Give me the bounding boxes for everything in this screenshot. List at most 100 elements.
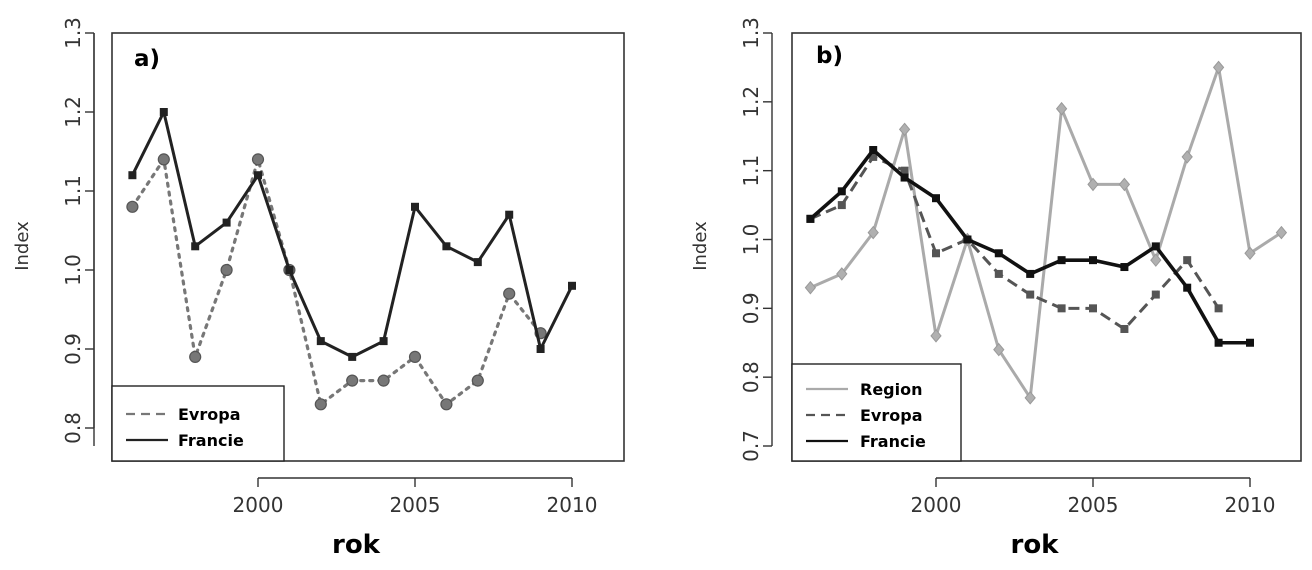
data-point xyxy=(408,350,422,363)
legend-label-francie: Francie xyxy=(178,431,244,450)
x-tick-label: 2000 xyxy=(233,493,284,517)
data-point xyxy=(348,352,357,361)
y-tick-label: 0.8 xyxy=(739,361,763,393)
data-point xyxy=(346,374,359,387)
data-point xyxy=(473,258,482,267)
data-point xyxy=(1026,290,1035,299)
data-point xyxy=(191,242,200,251)
y-tick-label: 0.9 xyxy=(61,333,85,365)
x-axis-title: rok xyxy=(332,530,381,560)
data-point xyxy=(471,374,484,387)
x-tick-label: 2010 xyxy=(547,493,598,517)
plot-frame xyxy=(111,32,625,462)
y-tick-label: 1.0 xyxy=(61,254,85,286)
data-point xyxy=(993,342,1005,357)
y-tick-label: 1.0 xyxy=(739,224,763,256)
data-point xyxy=(220,263,233,277)
data-point xyxy=(932,249,940,258)
data-point xyxy=(222,218,231,227)
data-point xyxy=(930,329,942,343)
data-point xyxy=(1275,225,1288,240)
data-point xyxy=(869,146,878,155)
panel-label: b) xyxy=(816,43,843,69)
x-tick-label: 2000 xyxy=(911,493,962,517)
data-point xyxy=(837,201,846,210)
y-axis-title: Index xyxy=(690,221,711,271)
data-point xyxy=(836,267,848,281)
data-point xyxy=(285,266,294,274)
data-point xyxy=(1089,304,1097,313)
data-point xyxy=(379,337,388,346)
data-point xyxy=(1024,391,1036,405)
data-point xyxy=(189,350,202,363)
x-tick-label: 2010 xyxy=(1225,493,1276,517)
data-point xyxy=(1026,269,1035,278)
legend-box xyxy=(111,385,285,462)
data-point xyxy=(126,200,139,213)
data-point xyxy=(1057,304,1066,313)
series-evropa xyxy=(126,153,547,411)
legend: Evropa Francie xyxy=(111,385,285,462)
data-point xyxy=(157,153,170,166)
series-francie xyxy=(806,146,1254,347)
data-point xyxy=(1244,246,1256,261)
panel-label: a) xyxy=(134,46,160,72)
series-francie xyxy=(128,108,576,361)
data-point xyxy=(1057,256,1066,265)
data-point xyxy=(1214,338,1223,347)
data-point xyxy=(994,269,1003,278)
series-region xyxy=(804,60,1288,405)
data-point xyxy=(804,280,817,295)
plot-frame xyxy=(791,32,1302,462)
data-point xyxy=(1120,324,1129,333)
data-point xyxy=(1150,253,1162,267)
chart-panel-b: 0.7 0.8 0.9 1.0 1.1 1.2 1.3 2000 2005 2010 Index ro… xyxy=(93,17,1302,560)
data-point xyxy=(254,171,262,180)
data-point xyxy=(440,398,453,411)
series-line-francie xyxy=(131,110,574,359)
legend-label-region: Region xyxy=(860,380,923,399)
data-point xyxy=(1151,290,1160,299)
data-point xyxy=(314,398,327,411)
y-tick-label: 1.3 xyxy=(739,17,763,49)
data-point xyxy=(377,374,390,387)
y-tick-label: 1.1 xyxy=(61,175,85,207)
data-point xyxy=(1118,177,1131,192)
legend-box xyxy=(791,363,962,462)
y-tick-label: 1.1 xyxy=(739,155,763,187)
chart-panel-a: 0.8 0.9 1.0 1.1 1.2 1.3 2000 2005 2010 Index rok a)… xyxy=(12,17,625,560)
y-tick-label: 0.8 xyxy=(61,412,85,444)
data-point xyxy=(837,187,846,196)
data-point xyxy=(503,287,516,300)
data-point xyxy=(869,152,878,161)
data-point xyxy=(159,108,168,116)
data-point xyxy=(1087,177,1099,192)
x-axis-title: rok xyxy=(1011,530,1060,560)
data-point xyxy=(1246,338,1254,347)
data-point xyxy=(1120,263,1129,272)
series-line-evropa xyxy=(809,155,1220,331)
data-point xyxy=(867,225,879,240)
y-tick-label: 0.7 xyxy=(739,430,763,462)
series-line-evropa xyxy=(130,157,543,406)
data-point xyxy=(900,173,909,182)
data-point xyxy=(994,249,1003,258)
legend-label-francie: Francie xyxy=(860,432,926,451)
legend-label-evropa: Evropa xyxy=(860,406,923,425)
data-point xyxy=(1183,256,1192,265)
data-point xyxy=(251,153,265,166)
data-point xyxy=(898,122,911,137)
data-point xyxy=(1089,256,1097,265)
data-point xyxy=(963,235,972,244)
series-line-region xyxy=(809,65,1283,400)
y-tick-label: 0.9 xyxy=(739,292,763,324)
y-axis-title: Index xyxy=(12,221,33,271)
data-point xyxy=(505,210,514,219)
legend: Region Evropa Francie xyxy=(791,363,962,462)
data-point xyxy=(128,171,137,180)
y-tick-label: 1.2 xyxy=(739,86,763,118)
series-line-francie xyxy=(809,148,1250,345)
data-point xyxy=(900,166,909,175)
y-tick-label: 1.3 xyxy=(61,17,85,49)
